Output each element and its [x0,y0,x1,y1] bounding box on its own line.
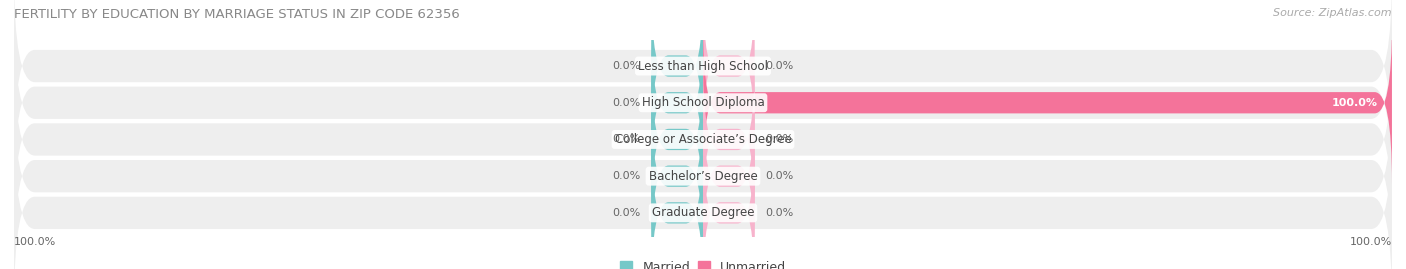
Text: 0.0%: 0.0% [613,171,641,181]
Text: Less than High School: Less than High School [638,59,768,73]
Text: 0.0%: 0.0% [765,208,793,218]
Text: 0.0%: 0.0% [613,61,641,71]
Text: Graduate Degree: Graduate Degree [652,206,754,219]
FancyBboxPatch shape [651,132,703,269]
FancyBboxPatch shape [14,9,1392,197]
FancyBboxPatch shape [703,58,755,221]
FancyBboxPatch shape [14,45,1392,233]
Text: 0.0%: 0.0% [613,208,641,218]
FancyBboxPatch shape [703,132,755,269]
FancyBboxPatch shape [14,0,1392,160]
FancyBboxPatch shape [703,0,755,147]
Text: 100.0%: 100.0% [1350,237,1392,247]
Text: 0.0%: 0.0% [613,98,641,108]
Text: FERTILITY BY EDUCATION BY MARRIAGE STATUS IN ZIP CODE 62356: FERTILITY BY EDUCATION BY MARRIAGE STATU… [14,8,460,21]
Legend: Married, Unmarried: Married, Unmarried [620,261,786,269]
Text: 0.0%: 0.0% [765,171,793,181]
Text: College or Associate’s Degree: College or Associate’s Degree [614,133,792,146]
Text: 0.0%: 0.0% [765,61,793,71]
FancyBboxPatch shape [14,119,1392,269]
Text: High School Diploma: High School Diploma [641,96,765,109]
Text: 0.0%: 0.0% [613,134,641,144]
Text: Bachelor’s Degree: Bachelor’s Degree [648,170,758,183]
FancyBboxPatch shape [651,0,703,147]
FancyBboxPatch shape [651,95,703,257]
Text: Source: ZipAtlas.com: Source: ZipAtlas.com [1274,8,1392,18]
FancyBboxPatch shape [703,95,755,257]
Text: 100.0%: 100.0% [14,237,56,247]
FancyBboxPatch shape [651,58,703,221]
Text: 100.0%: 100.0% [1331,98,1378,108]
FancyBboxPatch shape [703,22,1392,184]
FancyBboxPatch shape [14,82,1392,269]
FancyBboxPatch shape [651,22,703,184]
Text: 0.0%: 0.0% [765,134,793,144]
